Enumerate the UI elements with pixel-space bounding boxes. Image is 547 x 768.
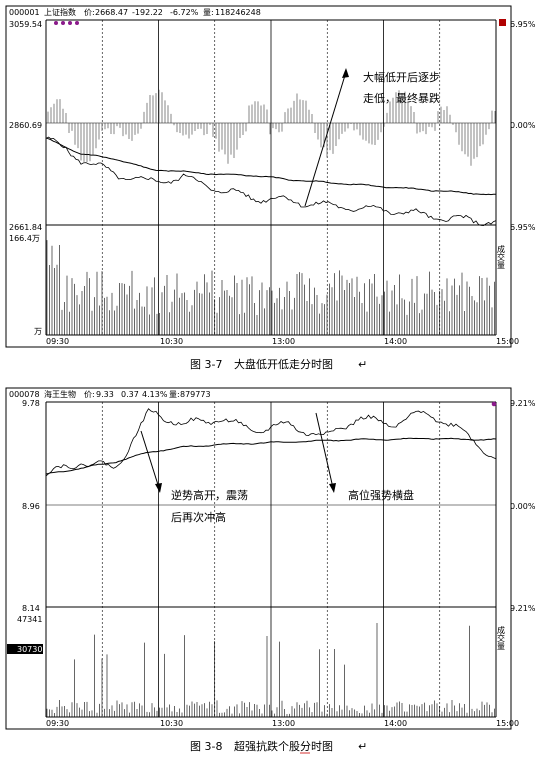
fig1-time-0930: 09:30 xyxy=(46,337,69,346)
fig1-header-code: 000001 xyxy=(9,8,40,17)
fig2-time-1300: 13:00 xyxy=(272,719,295,728)
fig1-annotation-line2: 走低，最终暴跌 xyxy=(363,91,440,105)
fig2-header-name: 海王生物 xyxy=(44,389,76,399)
fig2-annotation-a-arrow xyxy=(140,430,160,489)
fig1-pct-top: 6.95% xyxy=(510,20,536,29)
fig1-volume-top: 166.4万 xyxy=(9,234,40,243)
fig1-series-line-1 xyxy=(45,137,496,196)
fig2-price-mid: 8.96 xyxy=(22,502,40,511)
fig2-header-change: 0.37 xyxy=(121,390,139,399)
fig2-time-1500: 15:00 xyxy=(496,719,519,728)
fig2-annotation-a-arrow-head xyxy=(155,483,162,493)
fig1-time-1500: 15:00 xyxy=(496,337,519,346)
fig1-purple-markers xyxy=(54,21,79,25)
fig2-time-1400: 14:00 xyxy=(384,719,407,728)
fig2-caption-number: 图 3-8 xyxy=(190,740,222,753)
fig1-price-mid: 2860.69 xyxy=(9,121,42,130)
fig1-plot-area xyxy=(45,19,497,336)
fig1-pct-bottom: 6.95% xyxy=(510,223,536,232)
fig2-time-1030: 10:30 xyxy=(160,719,183,728)
fig1-header-price: 2668.47 xyxy=(95,8,128,17)
fig2-volume-side-label: 成交量 xyxy=(497,625,506,650)
fig2-volume-top: 47341 xyxy=(17,615,42,624)
fig1-header-vol-label: 量: xyxy=(203,8,214,17)
figure-1: 000001 上证指数 价: 2668.47 -192.22 -6.72% 量:… xyxy=(5,5,536,348)
fig2-annotation-b-arrow-head xyxy=(329,483,336,493)
fig2-series-line-1 xyxy=(45,437,497,475)
fig1-header-name: 上证指数 xyxy=(44,7,76,17)
fig2-header-price-label: 价: xyxy=(84,390,95,399)
fig2-header-vol-label: 量: xyxy=(169,390,180,399)
fig2-pct-bottom: 9.21% xyxy=(510,604,536,613)
fig2-header-code: 000078 xyxy=(9,390,40,399)
fig2-volume-mid-badge xyxy=(7,644,43,654)
fig1-pct-mid: 0.00% xyxy=(510,121,536,130)
fig1-return-icon: ↵ xyxy=(358,358,367,371)
fig1-arrow-head xyxy=(342,68,349,78)
fig2-annotation-b-arrow xyxy=(315,412,334,489)
fig2-annotation-b-line1: 高位强势横盘 xyxy=(348,488,414,502)
figure-2-frame xyxy=(5,387,512,730)
fig1-red-square-icon xyxy=(499,19,506,26)
fig1-time-1300: 13:00 xyxy=(272,337,295,346)
fig2-annotation-a-line2: 后再次冲高 xyxy=(171,510,226,524)
fig1-header-change: -192.22 xyxy=(132,8,163,17)
fig2-time-0930: 09:30 xyxy=(46,719,69,728)
fig1-header-pct: -6.72% xyxy=(170,8,199,17)
fig2-purple-marker xyxy=(491,401,497,407)
figure-2: 000078 海王生物 价: 9.33 0.37 4.13% 量: 879773… xyxy=(5,387,536,730)
fig2-volume-mid: 30730 xyxy=(17,645,42,654)
fig2-plot-area xyxy=(45,401,497,718)
fig1-volume-side-label: 成交量 xyxy=(497,244,506,269)
fig2-pct-mid: 0.00% xyxy=(510,502,536,511)
fig2-annotation-a-line1: 逆势高开，震荡 xyxy=(171,488,248,502)
fig2-series-line-0 xyxy=(45,408,497,477)
fig1-series-line-0 xyxy=(45,136,497,227)
fig1-price-top: 3059.54 xyxy=(9,20,42,29)
fig2-header-price: 9.33 xyxy=(96,390,114,399)
fig1-time-1400: 14:00 xyxy=(384,337,407,346)
fig1-header-volume: 118246248 xyxy=(215,8,261,17)
fig1-annotation-line1: 大幅低开后逐步 xyxy=(363,70,440,84)
fig2-price-top: 9.78 xyxy=(22,399,40,408)
fig2-return-icon: ↵ xyxy=(358,740,367,753)
fig1-time-1030: 10:30 xyxy=(160,337,183,346)
fig1-annotation-arrow xyxy=(304,71,347,207)
fig1-caption-number: 图 3-7 xyxy=(190,358,222,371)
fig2-caption-text: 超强抗跌个股分时图 xyxy=(234,739,333,753)
fig1-header-price-label: 价: xyxy=(84,8,95,17)
fig2-header-pct: 4.13% xyxy=(142,390,168,399)
fig1-volume-unit: 万 xyxy=(34,327,42,336)
fig1-caption-text: 大盘低开低走分时图 xyxy=(234,357,333,371)
fig2-pct-top: 9.21% xyxy=(510,399,536,408)
fig2-header-volume: 879773 xyxy=(180,390,211,399)
fig1-price-bottom: 2661.84 xyxy=(9,223,42,232)
fig2-price-bottom: 8.14 xyxy=(22,604,40,613)
